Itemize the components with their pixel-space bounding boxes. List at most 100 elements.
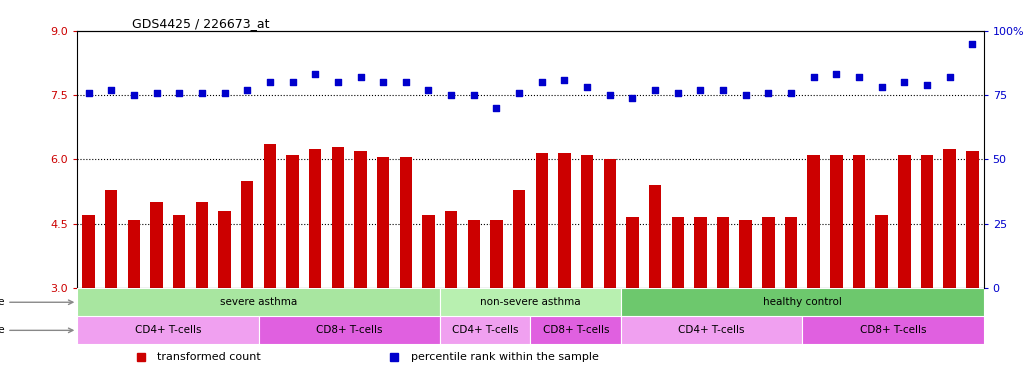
Point	[715, 87, 731, 93]
Bar	[82, 215, 95, 288]
Bar	[422, 215, 435, 288]
Point	[941, 74, 958, 80]
Bar	[309, 149, 321, 288]
Bar	[332, 147, 344, 288]
Bar	[853, 155, 865, 288]
Text: transformed count: transformed count	[157, 352, 261, 362]
Point	[624, 94, 641, 101]
Text: CD8+ T-cells: CD8+ T-cells	[543, 325, 609, 335]
Point	[216, 89, 233, 96]
Bar	[128, 220, 140, 288]
Point	[148, 89, 165, 96]
Bar	[621, 316, 802, 344]
Point	[873, 84, 890, 91]
Bar	[830, 155, 843, 288]
Bar	[921, 155, 933, 288]
Bar	[762, 217, 775, 288]
Point	[262, 79, 278, 85]
Text: CD8+ T-cells: CD8+ T-cells	[316, 325, 382, 335]
Bar	[77, 316, 259, 344]
Point	[375, 79, 391, 85]
Point	[896, 79, 913, 85]
Bar	[241, 181, 253, 288]
Bar	[445, 211, 457, 288]
Point	[556, 76, 573, 83]
Bar	[966, 151, 978, 288]
Point	[239, 87, 255, 93]
Bar	[626, 217, 639, 288]
Point	[420, 87, 437, 93]
Bar	[440, 316, 530, 344]
Point	[783, 89, 799, 96]
Bar	[581, 155, 593, 288]
Bar	[649, 185, 661, 288]
Point	[466, 92, 482, 98]
Point	[511, 89, 527, 96]
Point	[670, 89, 686, 96]
Text: CD4+ T-cells: CD4+ T-cells	[135, 325, 201, 335]
Bar	[259, 316, 440, 344]
Point	[103, 87, 119, 93]
Point	[126, 92, 142, 98]
Bar	[513, 190, 525, 288]
Point	[737, 92, 754, 98]
Point	[171, 89, 187, 96]
Text: CD4+ T-cells: CD4+ T-cells	[679, 325, 745, 335]
Point	[443, 92, 459, 98]
Bar	[876, 215, 888, 288]
Point	[760, 89, 777, 96]
Point	[828, 71, 845, 78]
Bar	[808, 155, 820, 288]
Text: GDS4425 / 226673_at: GDS4425 / 226673_at	[132, 17, 269, 30]
Point	[284, 79, 301, 85]
Point	[602, 92, 618, 98]
Bar	[468, 220, 480, 288]
Point	[805, 74, 822, 80]
Point	[964, 41, 981, 47]
Bar	[105, 190, 117, 288]
Point	[692, 87, 709, 93]
Text: non-severe asthma: non-severe asthma	[480, 297, 581, 307]
Point	[194, 89, 210, 96]
Bar	[440, 288, 621, 316]
Point	[352, 74, 369, 80]
Text: healthy control: healthy control	[763, 297, 842, 307]
Bar	[377, 157, 389, 288]
Bar	[672, 217, 684, 288]
Bar	[150, 202, 163, 288]
Bar	[77, 288, 440, 316]
Bar	[785, 217, 797, 288]
Bar	[173, 215, 185, 288]
Point	[488, 105, 505, 111]
Point	[398, 79, 414, 85]
Bar	[536, 153, 548, 288]
Bar	[604, 159, 616, 288]
Bar	[530, 316, 621, 344]
Bar	[264, 144, 276, 288]
Bar	[898, 155, 911, 288]
Bar	[400, 157, 412, 288]
Bar	[621, 288, 984, 316]
Point	[851, 74, 867, 80]
Bar	[943, 149, 956, 288]
Text: CD8+ T-cells: CD8+ T-cells	[860, 325, 926, 335]
Bar	[286, 155, 299, 288]
Point	[330, 79, 346, 85]
Bar	[354, 151, 367, 288]
Bar	[694, 217, 707, 288]
Text: disease state: disease state	[0, 297, 5, 307]
Point	[80, 89, 97, 96]
Bar	[740, 220, 752, 288]
Bar	[196, 202, 208, 288]
Text: severe asthma: severe asthma	[219, 297, 297, 307]
Point	[534, 79, 550, 85]
Bar	[717, 217, 729, 288]
Text: cell type: cell type	[0, 325, 5, 335]
Point	[919, 82, 935, 88]
Point	[647, 87, 663, 93]
Bar	[802, 316, 984, 344]
Bar	[490, 220, 503, 288]
Bar	[558, 153, 571, 288]
Point	[579, 84, 595, 91]
Bar	[218, 211, 231, 288]
